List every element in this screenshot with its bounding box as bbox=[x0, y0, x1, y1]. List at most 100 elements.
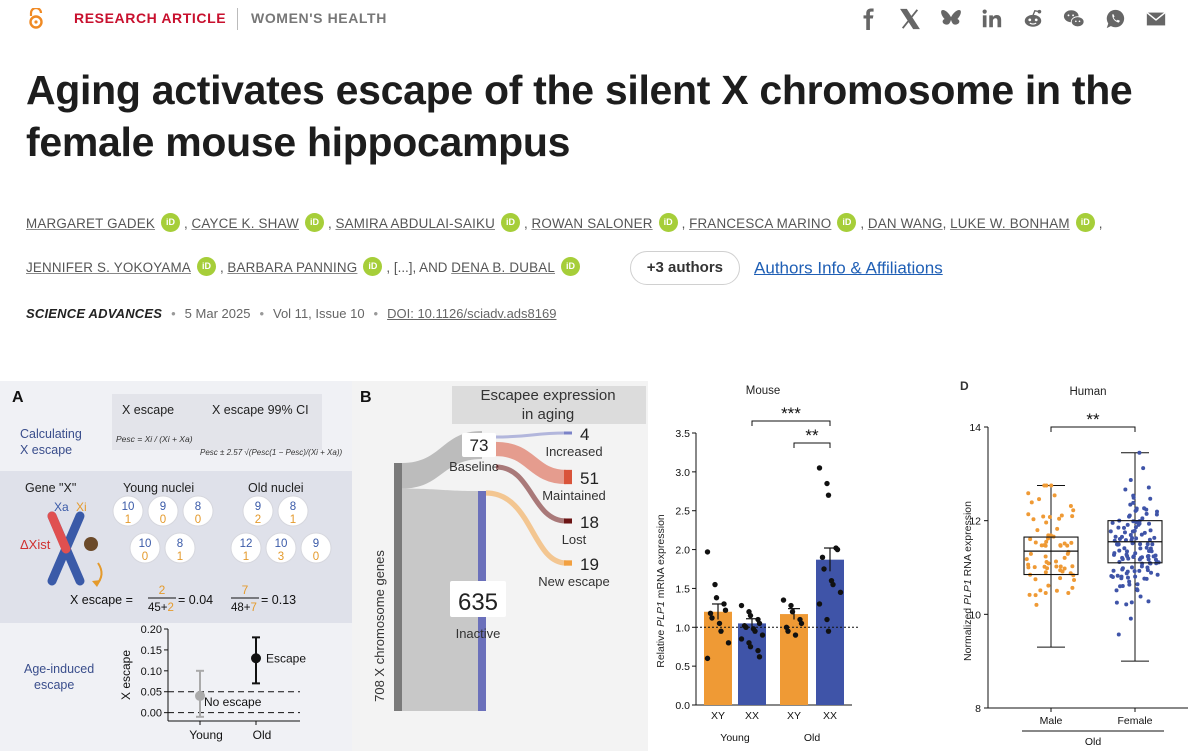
author-link[interactable]: DAN WANG bbox=[867, 216, 943, 231]
human-data-point bbox=[1029, 500, 1034, 505]
mouse-data-point bbox=[704, 655, 711, 662]
bluesky-icon bbox=[940, 9, 961, 25]
human-data-point bbox=[1035, 528, 1040, 533]
outcome-count: 51 bbox=[580, 469, 599, 488]
sankey-node-outcome bbox=[564, 469, 572, 485]
orcid-icon[interactable]: iD bbox=[161, 212, 181, 232]
sankey-node-outcome bbox=[564, 518, 572, 524]
figure-panel-d: D Human Normalized PLP1 RNA expression 8… bbox=[938, 379, 1199, 751]
share-wechat-button[interactable] bbox=[1053, 6, 1094, 32]
orcid-icon[interactable]: iD bbox=[658, 212, 678, 232]
human-data-point bbox=[1114, 600, 1119, 605]
old-nucleus: 81 bbox=[277, 495, 309, 527]
share-linkedin-button[interactable] bbox=[971, 6, 1012, 32]
xi-count: 2 bbox=[255, 514, 261, 526]
author-link[interactable]: BARBARA PANNING bbox=[227, 260, 358, 275]
human-xtick: Female bbox=[1117, 715, 1152, 727]
young-fraction-denominator: 45+2 bbox=[148, 602, 174, 614]
header-divider bbox=[237, 8, 238, 30]
mouse-ytick: 1.0 bbox=[675, 622, 690, 634]
mouse-ytick: 0.5 bbox=[675, 661, 690, 673]
orcid-icon[interactable]: iD bbox=[363, 256, 383, 276]
human-data-point bbox=[1117, 548, 1122, 553]
author-link[interactable]: JENNIFER S. YOKOYAMA bbox=[26, 260, 191, 275]
mouse-data-point bbox=[712, 581, 718, 588]
mouse-data-point bbox=[704, 549, 711, 555]
human-data-point bbox=[1054, 564, 1059, 569]
journal-name[interactable]: SCIENCE ADVANCES bbox=[26, 306, 163, 321]
human-data-point bbox=[1070, 585, 1075, 590]
human-data-point bbox=[1070, 514, 1075, 519]
authors-affiliations-link[interactable]: Authors Info & Affiliations bbox=[754, 258, 943, 278]
article-type[interactable]: RESEARCH ARTICLE bbox=[74, 10, 227, 26]
significance-bracket bbox=[1050, 426, 1136, 432]
young-nucleus: 90 bbox=[147, 495, 179, 527]
human-data-point bbox=[1062, 541, 1067, 546]
share-x-button[interactable] bbox=[889, 6, 930, 32]
sankey-link-outcome bbox=[485, 490, 567, 566]
author-link[interactable]: LUKE W. BONHAM bbox=[950, 216, 1070, 231]
share-email-button[interactable] bbox=[1135, 6, 1176, 32]
share-whatsapp-button[interactable] bbox=[1094, 6, 1135, 32]
author-link[interactable]: DENA B. DUBAL bbox=[451, 260, 556, 275]
human-data-point bbox=[1049, 483, 1054, 488]
old-nucleus: 103 bbox=[265, 532, 297, 564]
human-data-point bbox=[1119, 574, 1124, 579]
mouse-ytick: 3.5 bbox=[675, 428, 690, 440]
author-link[interactable]: CAYCE K. SHAW bbox=[191, 216, 300, 231]
outcome-count: 4 bbox=[580, 425, 589, 444]
human-data-point bbox=[1111, 568, 1116, 573]
orcid-icon[interactable]: iD bbox=[196, 256, 216, 276]
human-data-point bbox=[1062, 566, 1067, 571]
author-link[interactable]: SAMIRA ABDULAI-SAIKU bbox=[335, 216, 495, 231]
orcid-icon[interactable]: iD bbox=[1075, 212, 1095, 232]
human-ytick: 12 bbox=[969, 516, 981, 528]
human-data-point bbox=[1068, 504, 1073, 509]
more-authors-button[interactable]: +3 authors bbox=[629, 251, 741, 286]
human-data-point bbox=[1144, 545, 1149, 550]
share-reddit-button[interactable] bbox=[1012, 6, 1053, 32]
volume-issue[interactable]: Vol 11, Issue 10 bbox=[273, 306, 365, 321]
share-facebook-button[interactable] bbox=[848, 6, 889, 32]
old-fraction-denominator: 48+7 bbox=[231, 602, 257, 614]
human-data-point bbox=[1028, 551, 1033, 556]
old-nuclei-label: Old nuclei bbox=[248, 481, 304, 495]
article-figure[interactable]: A X escape X escape 99% CI Calculating X… bbox=[0, 379, 1199, 751]
human-data-point bbox=[1116, 525, 1121, 530]
x-escape-ci-header: X escape 99% CI bbox=[212, 403, 309, 417]
significance-bracket bbox=[751, 420, 831, 426]
mouse-data-point bbox=[709, 615, 715, 621]
figure-panel-a: A X escape X escape 99% CI Calculating X… bbox=[0, 381, 352, 751]
human-data-point bbox=[1154, 512, 1159, 517]
xa-count: 8 bbox=[290, 501, 296, 513]
doi-link[interactable]: DOI: 10.1126/sciadv.ads8169 bbox=[387, 306, 557, 321]
xa-label: Xa bbox=[54, 500, 69, 514]
old-result: = 0.13 bbox=[261, 593, 296, 607]
orcid-icon[interactable]: iD bbox=[561, 256, 581, 276]
human-data-point bbox=[1047, 515, 1052, 520]
share-bluesky-button[interactable] bbox=[930, 6, 971, 32]
human-box bbox=[1023, 536, 1079, 576]
wechat-icon bbox=[1063, 10, 1085, 28]
young-nuclei-label: Young nuclei bbox=[123, 481, 194, 495]
author-link[interactable]: MARGARET GADEK bbox=[26, 216, 156, 231]
human-data-point bbox=[1149, 570, 1154, 575]
sankey-title-2: in aging bbox=[522, 406, 575, 423]
gene-label: Gene "X" bbox=[25, 481, 76, 495]
linkedin-icon bbox=[982, 9, 1001, 28]
article-section[interactable]: WOMEN'S HEALTH bbox=[251, 10, 387, 26]
sankey-title-1: Escapee expression bbox=[480, 387, 615, 404]
orcid-icon[interactable]: iD bbox=[305, 212, 325, 232]
sankey-root bbox=[394, 463, 402, 711]
orcid-icon[interactable]: iD bbox=[837, 212, 857, 232]
orcid-icon[interactable]: iD bbox=[501, 212, 520, 232]
author-link[interactable]: FRANCESCA MARINO bbox=[689, 216, 832, 231]
human-data-point bbox=[1042, 564, 1047, 569]
human-data-point bbox=[1055, 526, 1060, 531]
xi-count: 1 bbox=[125, 514, 131, 526]
authors-ellipsis: [...] bbox=[393, 260, 413, 275]
human-data-point bbox=[1124, 552, 1129, 557]
human-data-point bbox=[1044, 559, 1049, 564]
human-data-point bbox=[1120, 557, 1125, 562]
author-link[interactable]: ROWAN SALONER bbox=[531, 216, 653, 231]
